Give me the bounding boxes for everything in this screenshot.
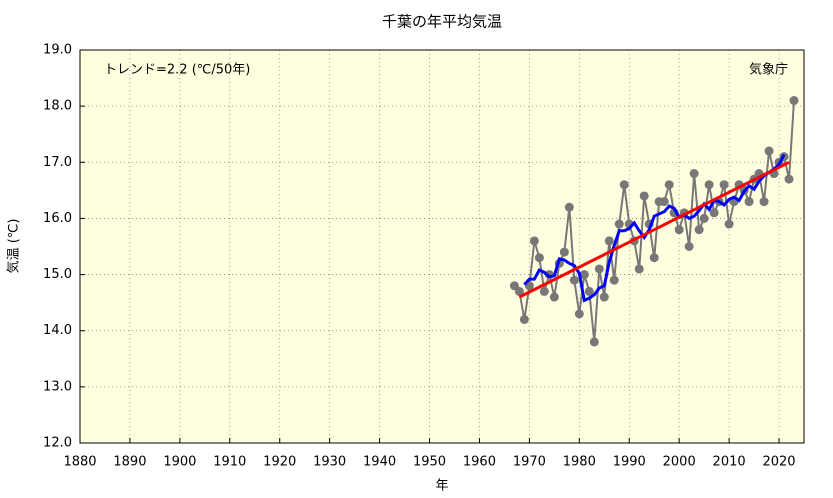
chart-title: 千葉の年平均気温 [382,13,502,31]
data-point [704,180,714,190]
x-tick-label: 1970 [513,455,546,470]
y-tick-label: 13.0 [43,379,72,394]
data-point [559,247,569,257]
series-line [518,160,790,299]
data-point [614,219,624,229]
data-point [529,236,539,246]
y-tick-label: 16.0 [43,211,72,226]
data-point [694,225,704,235]
data-point [784,174,794,184]
data-point [789,96,799,106]
data-point [619,180,629,190]
data-point [719,180,729,190]
plot-frame [79,49,805,444]
x-tick-label: 1990 [613,455,646,470]
x-tick-label: 2010 [713,455,746,470]
x-tick-label: 1880 [63,455,96,470]
data-point [634,264,644,274]
x-tick-label: 2000 [663,455,696,470]
y-tick-label: 15.0 [43,267,72,282]
data-point [689,169,699,179]
data-point [664,180,674,190]
y-tick-label: 17.0 [43,155,72,170]
x-tick-label: 1980 [563,455,596,470]
data-point [659,197,669,207]
data-point [604,236,614,246]
y-tick-label: 18.0 [43,99,72,114]
y-tick-label: 19.0 [43,43,72,58]
series-line [523,153,786,303]
data-point [759,197,769,207]
y-tick-label: 14.0 [43,323,72,338]
annotation: トレンド=2.2 (℃/50年) [104,63,250,78]
data-point [594,264,604,274]
data-point [699,213,709,223]
y-axis-label: 気温 (℃) [6,219,22,274]
plot-area [80,50,804,443]
x-tick-label: 1910 [213,455,246,470]
data-point [609,275,619,285]
data-point [724,219,734,229]
data-point [569,275,579,285]
x-tick-label: 1930 [313,455,346,470]
x-tick-label: 1900 [163,455,196,470]
data-point [534,253,544,263]
data-point [764,146,774,156]
x-tick-label: 1920 [263,455,296,470]
data-point [574,309,584,319]
data-point [564,202,574,212]
data-point [579,270,589,280]
data-point [599,292,609,302]
data-point [649,253,659,263]
x-tick-label: 1960 [463,455,496,470]
x-tick-label: 1940 [363,455,396,470]
y-tick-label: 12.0 [43,436,72,451]
data-point [514,286,524,296]
data-point [639,191,649,201]
data-point [539,286,549,296]
data-point [589,337,599,347]
x-tick-label: 1950 [413,455,446,470]
data-point [519,314,529,324]
data-point [744,197,754,207]
data-point [549,292,559,302]
data-point [674,225,684,235]
x-tick-label: 2020 [762,455,795,470]
annotation: 気象庁 [749,62,788,78]
x-axis-label: 年 [435,479,448,494]
x-tick-label: 1890 [113,455,146,470]
data-point [709,208,719,218]
data-point [584,286,594,296]
data-point [684,242,694,251]
